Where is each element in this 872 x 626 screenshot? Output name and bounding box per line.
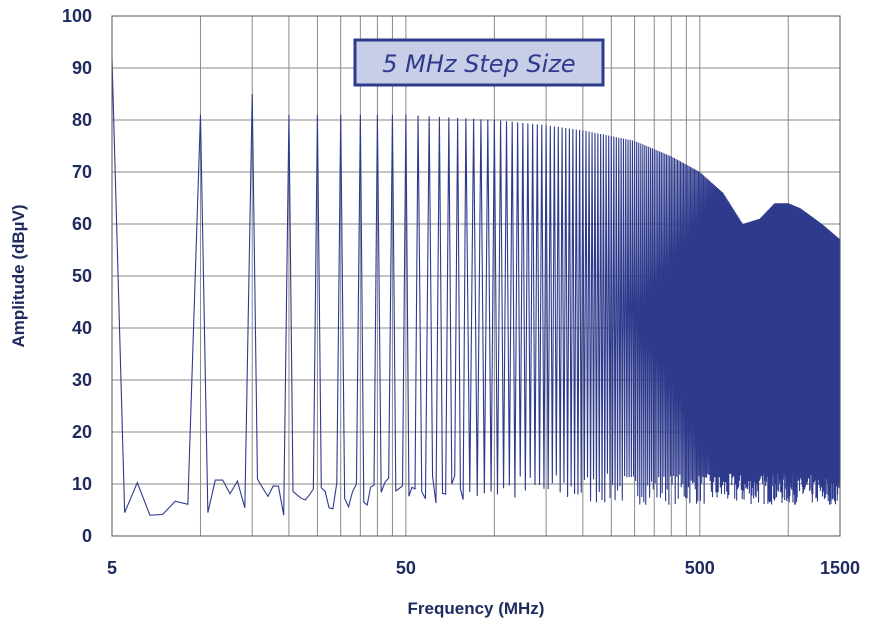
y-tick-label: 30 [72,370,92,390]
y-tick-label: 0 [82,526,92,546]
y-axis-title: Amplitude (dBµV) [9,205,28,348]
x-tick-label: 5 [107,558,117,578]
x-tick-label: 50 [396,558,416,578]
x-tick-label: 1500 [820,558,860,578]
y-axis-ticks: 0 10 20 30 40 50 60 70 80 90 100 [62,6,92,546]
y-tick-label: 100 [62,6,92,26]
badge-label: 5 MHz Step Size [382,50,575,78]
y-tick-label: 20 [72,422,92,442]
y-tick-label: 10 [72,474,92,494]
step-size-badge: 5 MHz Step Size [353,38,605,87]
y-tick-label: 60 [72,214,92,234]
spectrum-line [111,57,841,516]
spectrum-trace [111,57,841,516]
y-tick-label: 80 [72,110,92,130]
y-tick-label: 70 [72,162,92,182]
x-axis-ticks: 5 50 500 1500 [107,558,860,578]
x-axis-title: Frequency (MHz) [408,599,545,618]
y-tick-label: 90 [72,58,92,78]
x-tick-label: 500 [685,558,715,578]
plot-border [111,15,841,537]
y-tick-label: 50 [72,266,92,286]
y-tick-label: 40 [72,318,92,338]
